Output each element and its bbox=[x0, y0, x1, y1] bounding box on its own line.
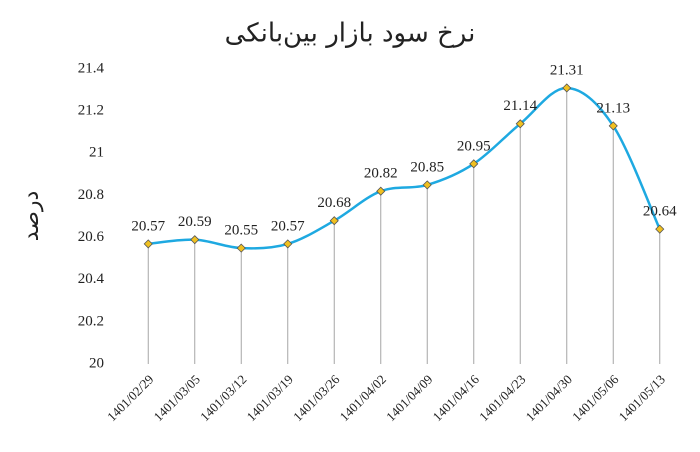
x-tick-label: 1401/04/23 bbox=[476, 372, 528, 424]
data-label: 20.57 bbox=[271, 218, 305, 234]
data-label: 20.68 bbox=[317, 195, 351, 211]
data-label: 20.59 bbox=[178, 214, 212, 230]
data-label: 20.95 bbox=[457, 138, 491, 154]
y-tick-label: 21 bbox=[89, 145, 104, 161]
data-label: 20.55 bbox=[224, 223, 258, 239]
y-tick-label: 21.2 bbox=[78, 103, 104, 119]
x-tick-label: 1401/04/09 bbox=[383, 372, 435, 424]
x-tick-label: 1401/03/05 bbox=[150, 372, 202, 424]
marker bbox=[562, 83, 572, 93]
y-tick-label: 20.8 bbox=[78, 187, 104, 203]
y-axis-label: درصد bbox=[19, 191, 44, 242]
x-tick-label: 1401/03/12 bbox=[197, 372, 249, 424]
x-tick-label: 1401/03/19 bbox=[243, 372, 295, 424]
marker bbox=[422, 180, 432, 190]
marker bbox=[190, 235, 200, 245]
chart-title: نرخ سود بازار بین‌بانکی bbox=[225, 19, 476, 49]
marker bbox=[329, 216, 339, 226]
data-label: 20.85 bbox=[410, 159, 444, 175]
data-label: 21.14 bbox=[503, 98, 537, 114]
x-tick-label: 1401/04/16 bbox=[429, 371, 482, 424]
marker bbox=[376, 186, 386, 196]
data-label: 21.31 bbox=[550, 62, 584, 78]
x-tick-label: 1401/02/29 bbox=[104, 372, 156, 424]
x-tick-label: 1401/04/02 bbox=[336, 372, 388, 424]
x-tick-label: 1401/05/06 bbox=[569, 371, 622, 424]
y-tick-label: 20.4 bbox=[78, 271, 105, 287]
data-label: 20.82 bbox=[364, 166, 398, 182]
data-label: 20.64 bbox=[643, 204, 677, 220]
marker bbox=[236, 243, 246, 253]
data-label: 20.57 bbox=[131, 218, 165, 234]
marker bbox=[655, 224, 665, 234]
x-tick-label: 1401/04/30 bbox=[522, 372, 574, 424]
data-label: 21.13 bbox=[596, 100, 630, 116]
marker bbox=[608, 121, 618, 131]
marker bbox=[143, 239, 153, 249]
y-tick-label: 20.6 bbox=[78, 229, 105, 245]
y-tick-label: 21.4 bbox=[78, 60, 105, 76]
x-tick-label: 1401/05/13 bbox=[615, 372, 667, 424]
marker bbox=[469, 159, 479, 169]
marker bbox=[283, 239, 293, 249]
y-tick-label: 20.2 bbox=[78, 313, 104, 329]
marker bbox=[515, 119, 525, 129]
y-tick-label: 20 bbox=[89, 355, 104, 371]
x-tick-label: 1401/03/26 bbox=[290, 371, 343, 424]
